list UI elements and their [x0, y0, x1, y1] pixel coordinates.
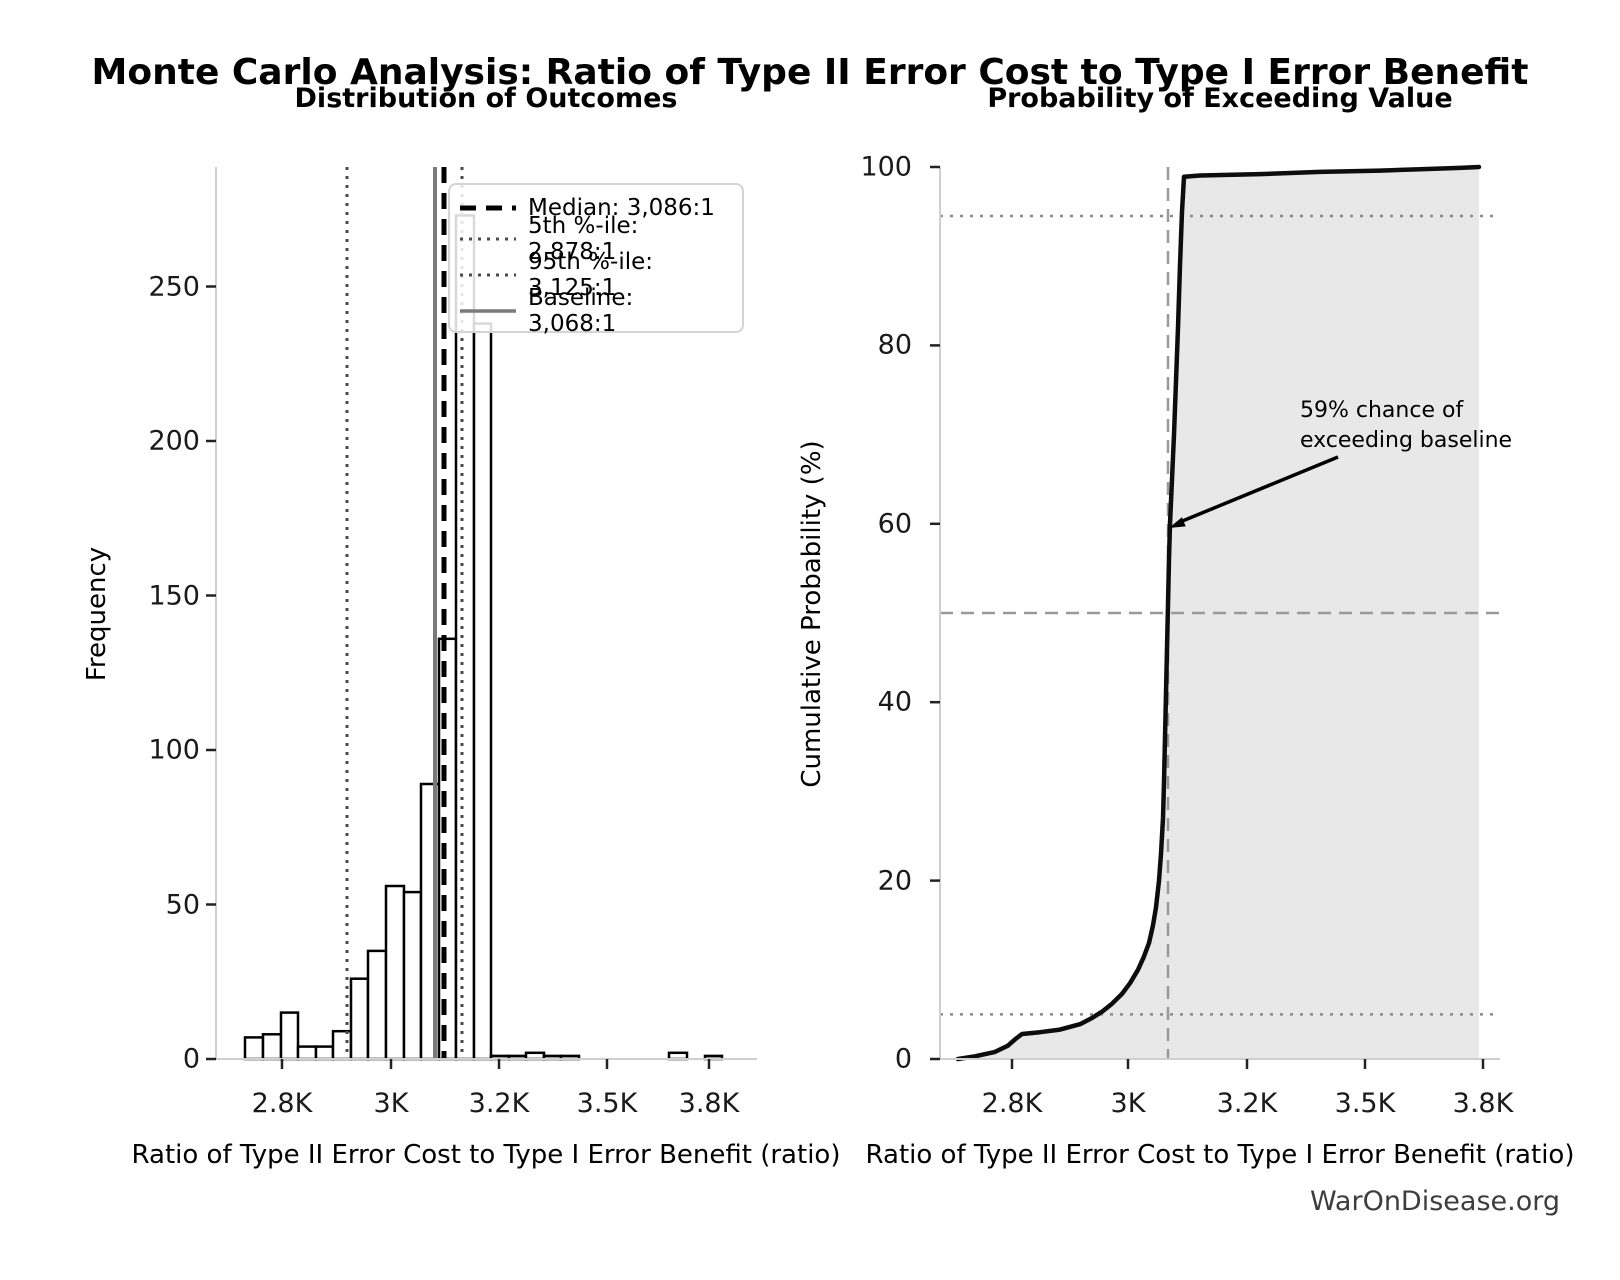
legend-line-sample — [460, 273, 516, 277]
histogram-bar — [279, 1011, 300, 1061]
annotation-arrow-head — [1169, 517, 1186, 528]
right-y-tick-label: 100 — [860, 151, 912, 183]
annotation-text: 59% chance of exceeding baseline — [1300, 396, 1512, 456]
right-subplot-title: Probability of Exceeding Value — [987, 83, 1453, 114]
annotation-line-2: exceeding baseline — [1300, 428, 1513, 453]
left-x-axis-label: Ratio of Type II Error Cost to Type I Er… — [131, 1140, 841, 1170]
right-y-tick-label: 80 — [877, 329, 912, 361]
histogram-bar — [349, 977, 370, 1061]
left-y-tick-label: 250 — [148, 271, 200, 302]
histogram-bar — [366, 949, 388, 1061]
legend-item: 95th %-ile: 3,125:1 — [460, 249, 726, 301]
histogram-bar — [472, 322, 493, 1061]
left-y-tick-label: 100 — [148, 734, 200, 766]
right-y-tick-label: 60 — [877, 508, 912, 540]
left-y-tick-label: 50 — [165, 889, 200, 920]
left-subplot-title: Distribution of Outcomes — [294, 83, 678, 114]
legend-line-sample — [460, 309, 516, 313]
legend-item-label: 95th %-ile: 3,125:1 — [528, 249, 654, 301]
legend-item-label: 5th %-ile: 2,878:1 — [528, 213, 639, 265]
figure-title: Monte Carlo Analysis: Ratio of Type II E… — [91, 52, 1529, 93]
histogram-bar — [243, 1036, 265, 1061]
right-x-axis-label: Ratio of Type II Error Cost to Type I Er… — [865, 1140, 1575, 1170]
histogram-bar — [314, 1045, 335, 1061]
left-y-tick-label: 200 — [148, 425, 200, 457]
histogram-bar — [261, 1033, 283, 1061]
right-x-tick-label: 3.2K — [1216, 1088, 1278, 1119]
right-x-tick-label: 3.5K — [1334, 1088, 1396, 1119]
left-x-tick-label: 3K — [373, 1088, 409, 1119]
right-x-tick-label: 3.8K — [1452, 1088, 1514, 1119]
right-y-tick-label: 0 — [894, 1043, 912, 1075]
legend-item-label: Median: 3,086:1 — [528, 195, 715, 221]
left-y-tick-label: 0 — [182, 1043, 200, 1075]
left-y-tick-label: 150 — [148, 580, 200, 611]
left-x-tick-label: 3.5K — [576, 1088, 638, 1119]
right-x-tick-label: 3K — [1110, 1088, 1146, 1119]
annotation-line-1: 59% chance of — [1300, 398, 1464, 423]
right-x-tick-label: 2.8K — [981, 1088, 1043, 1119]
annotation-arrow-line — [1179, 455, 1339, 524]
legend-line-sample — [460, 205, 516, 211]
left-x-tick-label: 2.8K — [251, 1088, 313, 1119]
left-x-tick-label: 3.2K — [468, 1088, 530, 1119]
legend-item-label: Baseline: 3,068:1 — [528, 285, 634, 337]
left-y-axis-label: Frequency — [82, 546, 112, 682]
legend-line-sample — [460, 237, 516, 241]
right-y-tick-label: 40 — [877, 686, 912, 718]
histogram-bar — [402, 890, 423, 1061]
right-y-axis-label: Cumulative Probability (%) — [797, 440, 827, 788]
histogram-bar — [454, 214, 476, 1061]
cdf-curve — [955, 164, 1482, 1062]
histogram-bar — [384, 884, 406, 1061]
right-y-tick-label: 20 — [877, 865, 912, 897]
legend-item: Median: 3,086:1 — [460, 195, 726, 221]
left-x-tick-label: 3.8K — [678, 1088, 740, 1119]
legend-box: Median: 3,086:1 5th %-ile: 2,878:1 95th %-… — [448, 183, 744, 337]
histogram-bar — [296, 1045, 318, 1061]
footer-watermark: WarOnDisease.org — [1309, 1186, 1560, 1217]
histogram-bar — [331, 1029, 353, 1061]
legend-item: 5th %-ile: 2,878:1 — [460, 213, 726, 265]
legend-item: Baseline: 3,068:1 — [460, 285, 726, 337]
